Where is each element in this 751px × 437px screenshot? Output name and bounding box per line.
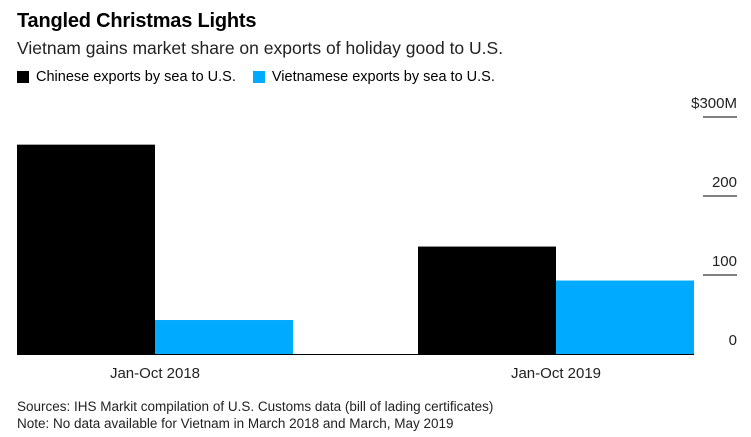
bar-chinese-1 bbox=[17, 144, 155, 354]
legend-swatch-vietnamese bbox=[252, 71, 265, 83]
chart-subtitle: Vietnam gains market share on exports of… bbox=[17, 38, 504, 58]
x-tick-label: Jan-Oct 2018 bbox=[110, 365, 200, 382]
legend: Chinese exports by sea to U.S. Vietnames… bbox=[17, 69, 512, 85]
x-tick-label: Jan-Oct 2019 bbox=[511, 365, 601, 382]
legend-label-chinese: Chinese exports by sea to U.S. bbox=[36, 69, 236, 85]
sources-note: Sources: IHS Markit compilation of U.S. … bbox=[17, 399, 494, 414]
chart-footer: Sources: IHS Markit compilation of U.S. … bbox=[17, 398, 493, 432]
data-note: Note: No data available for Vietnam in M… bbox=[17, 416, 454, 431]
bar-vietnamese-1 bbox=[155, 320, 293, 354]
legend-item-chinese: Chinese exports by sea to U.S. bbox=[17, 69, 236, 85]
bar-chinese-2 bbox=[418, 246, 556, 354]
y-tick-label: 0 bbox=[729, 332, 737, 349]
y-tick-label: 100 bbox=[712, 253, 737, 270]
legend-label-vietnamese: Vietnamese exports by sea to U.S. bbox=[271, 69, 495, 85]
chart-title: Tangled Christmas Lights bbox=[17, 10, 257, 32]
y-tick-label: 200 bbox=[712, 174, 737, 191]
legend-item-vietnamese: Vietnamese exports by sea to U.S. bbox=[252, 69, 495, 85]
bar-vietnamese-2 bbox=[556, 280, 694, 354]
y-tick-label: $300M bbox=[691, 95, 737, 112]
legend-swatch-chinese bbox=[17, 71, 29, 83]
